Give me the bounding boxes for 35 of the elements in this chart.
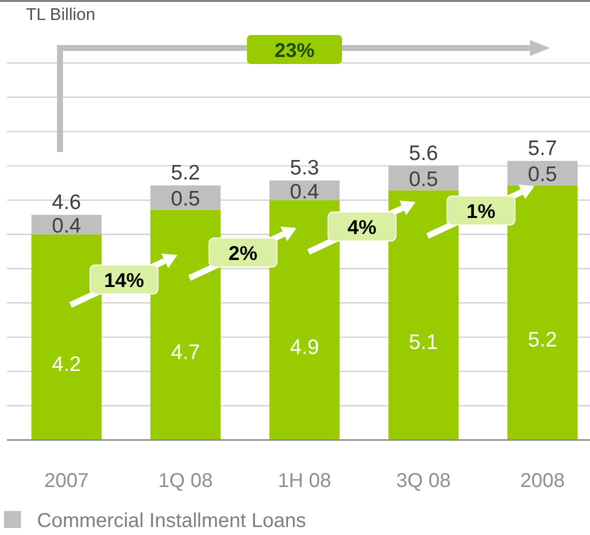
total-label: 5.6 — [408, 142, 438, 165]
data-label: 4.7 — [170, 340, 200, 364]
bar — [31, 234, 102, 440]
legend-label: Commercial Installment Loans — [37, 510, 306, 532]
total-label: 5.7 — [528, 136, 558, 160]
bar — [269, 200, 340, 440]
x-tick-label: 1H 08 — [278, 470, 332, 492]
annotation: 14% — [104, 270, 144, 292]
data-label: 4.9 — [290, 336, 320, 360]
y-axis-title: TL Billion — [26, 5, 96, 24]
bar — [150, 185, 221, 210]
data-label: 0.4 — [290, 180, 320, 204]
x-tick-label: 2008 — [520, 470, 565, 492]
bar — [507, 160, 578, 186]
annotation: 2% — [228, 243, 258, 265]
x-tick-label: 2007 — [44, 470, 89, 492]
data-label: 5.1 — [408, 331, 438, 354]
data-label: 0.5 — [170, 188, 200, 211]
text: 23% — [274, 40, 315, 62]
annotation: 4% — [348, 217, 377, 239]
bar — [507, 185, 578, 440]
annotation: 1% — [466, 201, 496, 223]
bar — [388, 166, 459, 190]
bar — [388, 190, 459, 440]
data-label: 0.5 — [408, 168, 438, 192]
total-label: 5.2 — [170, 161, 200, 184]
data-label: 4.2 — [52, 353, 82, 376]
bar — [150, 210, 221, 440]
x-tick-label: 3Q 08 — [396, 470, 451, 492]
total-label: 4.6 — [52, 190, 82, 214]
data-label: 0.5 — [528, 163, 558, 186]
x-tick-label: 1Q 08 — [158, 470, 213, 492]
data-label: 5.2 — [528, 328, 558, 352]
data-label: 0.4 — [52, 214, 82, 238]
total-label: 5.3 — [290, 156, 320, 180]
